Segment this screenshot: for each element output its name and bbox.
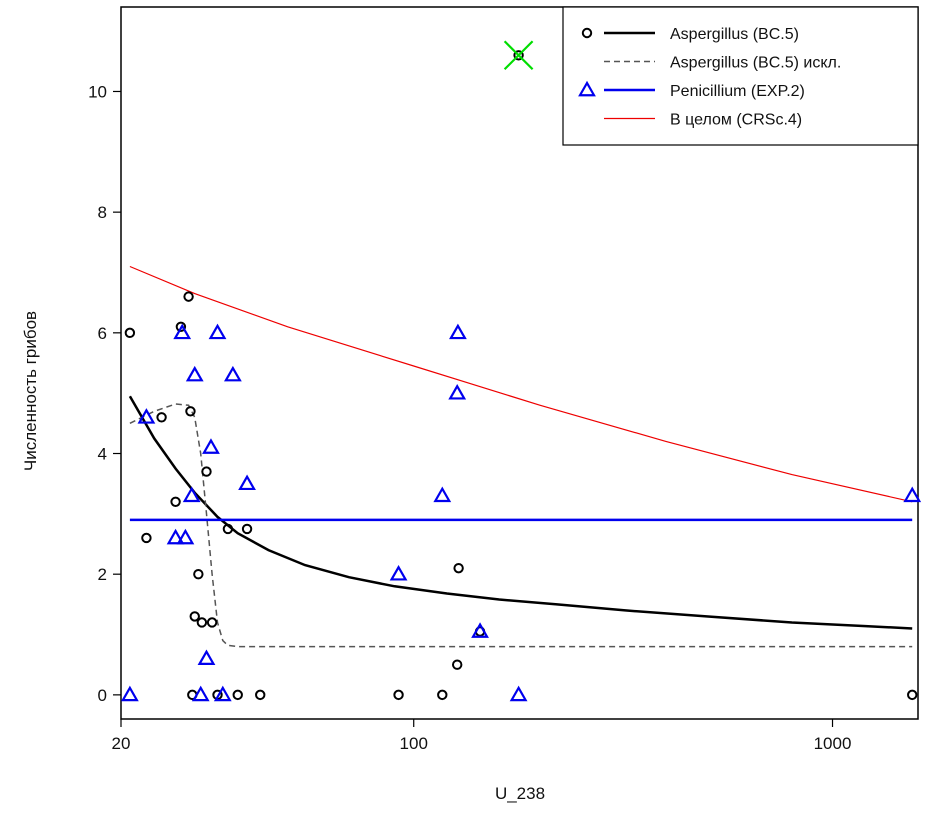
- legend-label: В целом (CRSc.4): [670, 112, 802, 129]
- point-triangle: [208, 323, 227, 340]
- point-circle: [241, 523, 253, 535]
- point-circle: [222, 523, 234, 535]
- point-triangle: [202, 438, 220, 454]
- legend-item-2: Penicillium (EXP.2): [578, 80, 805, 100]
- legend-items: Aspergillus (BC.5) Aspergillus (BC.5) иск…: [578, 26, 841, 129]
- legend-label: Aspergillus (BC.5): [670, 26, 799, 43]
- y-axis: 0 2 4 6 8 10: [88, 82, 121, 705]
- point-triangle: [448, 383, 467, 400]
- plot-frame: [120, 6, 919, 720]
- point-triangle: [197, 649, 216, 666]
- point-circle: [232, 689, 243, 701]
- point-triangle: [166, 528, 185, 545]
- y-tick-label: 10: [88, 82, 107, 101]
- point-circle: [196, 617, 208, 628]
- legend-label: Aspergillus (BC.5) искл.: [670, 55, 841, 72]
- legend-label: Penicillium (EXP.2): [670, 83, 805, 100]
- legend: Aspergillus (BC.5) Aspergillus (BC.5) иск…: [562, 6, 919, 146]
- x-tick-label: 20: [112, 734, 131, 753]
- legend-marker-triangle: [578, 80, 596, 97]
- point-triangle: [509, 685, 528, 702]
- legend-item-1: Aspergillus (BC.5) искл.: [604, 55, 841, 72]
- y-tick-label: 0: [98, 686, 107, 705]
- legend-marker-circle: [581, 27, 593, 39]
- point-circle: [170, 496, 181, 507]
- point-triangle: [182, 486, 201, 503]
- y-tick-label: 6: [98, 324, 107, 343]
- y-axis-title: Численность грибов: [21, 311, 40, 471]
- point-circle: [189, 611, 200, 622]
- x-axis-title: U_238: [495, 784, 545, 803]
- point-circle: [156, 412, 167, 423]
- y-tick-label: 8: [98, 203, 107, 222]
- point-triangle: [213, 685, 232, 702]
- point-circle: [453, 562, 464, 574]
- point-circle: [175, 321, 187, 332]
- point-triangle: [191, 685, 210, 702]
- series-line-1: [129, 403, 913, 648]
- legend-item-0: Aspergillus (BC.5): [581, 26, 799, 43]
- point-triangle: [185, 365, 204, 382]
- point-circle: [907, 689, 918, 701]
- point-triangle: [903, 486, 922, 503]
- x-tick-label: 100: [400, 734, 428, 753]
- series-line-3: [129, 265, 913, 503]
- point-triangle: [223, 365, 242, 382]
- x-tick-label: 1000: [814, 734, 852, 753]
- point-circle: [124, 327, 136, 339]
- point-triangle: [471, 622, 489, 638]
- point-triangle: [173, 323, 192, 340]
- excluded-point-cross: [503, 40, 534, 71]
- point-circle: [437, 689, 448, 701]
- series-lines: [128, 265, 913, 648]
- point-circle: [201, 466, 212, 477]
- point-triangle: [389, 564, 408, 581]
- legend-box: [562, 6, 919, 146]
- point-circle: [255, 689, 266, 701]
- point-triangle: [137, 408, 156, 424]
- legend-item-3: В целом (CRSc.4): [604, 112, 802, 129]
- cross-stroke: [503, 40, 534, 71]
- point-triangle: [120, 685, 139, 702]
- point-triangle: [238, 474, 256, 491]
- point-circle: [393, 689, 404, 701]
- point-circle: [193, 568, 204, 580]
- point-triangle: [176, 528, 195, 545]
- series-line-0: [128, 395, 913, 630]
- point-circle: [451, 659, 463, 670]
- point-triangle: [433, 486, 452, 503]
- point-circle: [185, 406, 196, 417]
- series-points: [120, 40, 922, 702]
- x-axis: 20 100 1000: [112, 719, 852, 753]
- point-circle: [183, 291, 194, 302]
- point-circle: [206, 617, 218, 628]
- y-tick-label: 2: [98, 565, 107, 584]
- point-triangle: [449, 323, 467, 340]
- point-circle: [141, 532, 152, 544]
- point-circle: [513, 50, 524, 61]
- y-tick-label: 4: [98, 445, 107, 464]
